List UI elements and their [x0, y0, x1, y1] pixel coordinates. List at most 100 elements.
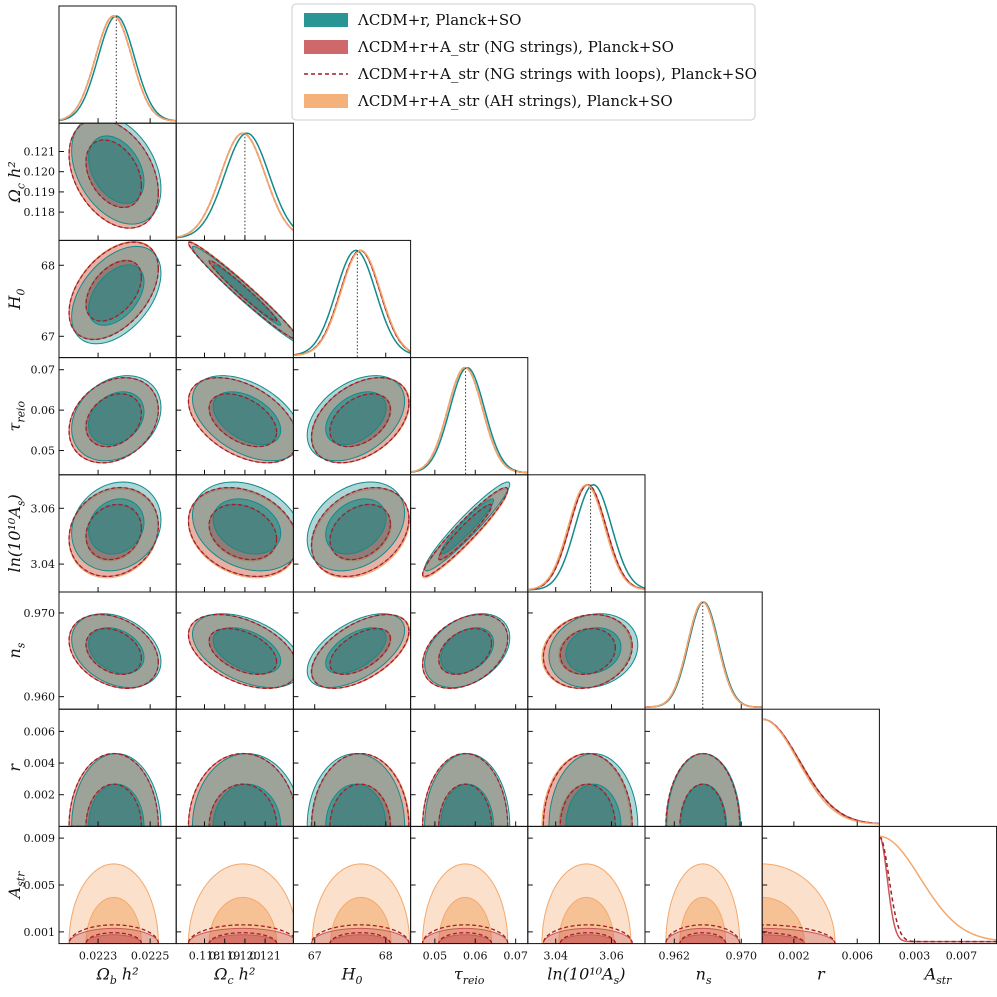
panel-content — [541, 613, 639, 689]
contour-dashed-1 — [329, 627, 392, 675]
contour-dashed-1 — [438, 503, 493, 561]
marginal-curve-2 — [762, 718, 880, 825]
contour-dashed-0 — [421, 752, 509, 827]
contour-dashed-0 — [187, 241, 294, 340]
contour-dashed-0 — [68, 924, 160, 944]
panel-content — [187, 240, 294, 342]
marginal-curve-3 — [527, 484, 645, 591]
contour-dashed-1 — [679, 932, 727, 944]
marginal-curve-2 — [293, 249, 411, 356]
x-axis-label-omega_c: Ωc h² — [213, 965, 255, 987]
contour-dashed-1 — [438, 932, 493, 944]
panel-frame — [878, 825, 997, 945]
panel-omega_b-omega_b — [58, 5, 177, 124]
x-axis-label-lnAs: ln(10¹⁰As) — [547, 965, 625, 987]
contour-dashed-0 — [762, 924, 836, 944]
marginal-curve-2 — [59, 15, 177, 122]
x-tick-label: 67 — [308, 950, 322, 963]
panel-content — [421, 613, 511, 690]
contour-dashed-0 — [421, 486, 509, 578]
panel-content — [421, 752, 511, 827]
panel-content — [187, 863, 294, 944]
contour-dashed-1 — [208, 503, 278, 561]
contour-dashed-0 — [665, 752, 741, 827]
contour-dashed-1 — [329, 932, 392, 944]
panel-omega_b-r: 0.002 0.004 0.006 — [24, 708, 177, 827]
panel-H0-Astr: 67 68 — [292, 825, 412, 963]
panel-omega_b-ns: 0.960 0.970 — [24, 591, 177, 710]
contour-dashed-0 — [68, 241, 160, 341]
contour-dashed-0 — [310, 924, 410, 944]
contour-dashed-1 — [85, 503, 143, 561]
y-tick-label: 0.120 — [24, 166, 56, 179]
panel-content — [293, 249, 411, 358]
panel-frame — [175, 239, 294, 359]
contour-filled-1 — [208, 896, 278, 944]
marginal-curve-1 — [59, 15, 177, 122]
panel-content — [306, 375, 411, 464]
contour-filled-1 — [85, 896, 142, 944]
panel-content — [306, 613, 411, 689]
panel-tau_reio-lnAs — [410, 474, 529, 593]
x-tick-label: 0.006 — [841, 950, 873, 963]
legend-frame — [291, 3, 756, 121]
panel-content — [306, 481, 411, 579]
panel-lnAs-lnAs — [527, 474, 646, 593]
panel-ns-ns — [644, 591, 763, 710]
marginal-curve-2 — [645, 601, 763, 708]
contour-dashed-0 — [68, 123, 160, 229]
y-tick-label: 0.05 — [31, 445, 56, 458]
contour-filled-1 — [212, 391, 282, 446]
marginal-curve-1 — [527, 484, 645, 591]
contour-dashed-0 — [542, 924, 633, 944]
legend-label-2: ΛCDM+r+A_str (NG strings with loops), Pl… — [357, 65, 757, 83]
marginal-curve-3 — [176, 132, 294, 238]
contour-dashed-1 — [85, 139, 143, 209]
panel-content — [541, 752, 639, 827]
y-tick-label: 0.118 — [24, 206, 56, 219]
panel-content — [665, 863, 741, 944]
marginal-curve-2 — [410, 366, 528, 474]
panel-H0-ns — [292, 591, 412, 710]
y-tick-label: 0.121 — [24, 145, 56, 158]
contour-dashed-1 — [559, 627, 617, 675]
legend-swatch-0 — [304, 13, 348, 27]
panel-content — [665, 752, 742, 827]
marginal-curve-0 — [410, 366, 528, 474]
x-tick-label: 0.0225 — [131, 950, 170, 963]
panel-content — [68, 863, 160, 944]
y-tick-label: 0.005 — [24, 879, 56, 892]
panel-H0-lnAs — [292, 474, 412, 593]
panel-content — [762, 863, 836, 944]
panel-content — [68, 375, 162, 464]
y-tick-label: 0.002 — [24, 789, 56, 802]
contour-dashed-1 — [762, 932, 806, 944]
panel-Astr-Astr: 0.003 0.007 — [878, 825, 997, 963]
legend: ΛCDM+r, Planck+SO ΛCDM+r+A_str (NG string… — [291, 3, 757, 121]
panel-lnAs-Astr: 3.04 3.06 — [527, 825, 646, 963]
x-tick-label: 0.962 — [659, 950, 691, 963]
marginal-curve-0 — [293, 249, 411, 356]
contour-dashed-0 — [310, 486, 410, 578]
panel-frame — [761, 708, 880, 827]
marginal-curve-3 — [293, 249, 411, 357]
x-tick-label: 3.04 — [543, 950, 568, 963]
panel-content — [68, 123, 162, 229]
contour-filled-1 — [88, 264, 145, 326]
panel-omega_b-omega_c: 0.118 0.119 0.120 0.121 — [24, 122, 177, 241]
contour-dashed-0 — [542, 752, 633, 827]
y-tick-label: 3.06 — [31, 502, 56, 515]
contour-dashed-0 — [187, 377, 294, 464]
marginal-curve-1 — [762, 718, 880, 825]
panel-r-r — [761, 708, 880, 827]
contour-dashed-1 — [208, 932, 278, 944]
panel-omega_c-lnAs — [175, 474, 294, 593]
x-tick-label: 0.06 — [463, 950, 488, 963]
panel-content — [541, 863, 633, 944]
contour-dashed-0 — [187, 924, 294, 944]
panel-content — [421, 481, 511, 579]
y-tick-label: 0.001 — [24, 926, 56, 939]
y-axis-label-ns: ns — [5, 642, 27, 658]
marginal-curve-0 — [59, 15, 177, 122]
